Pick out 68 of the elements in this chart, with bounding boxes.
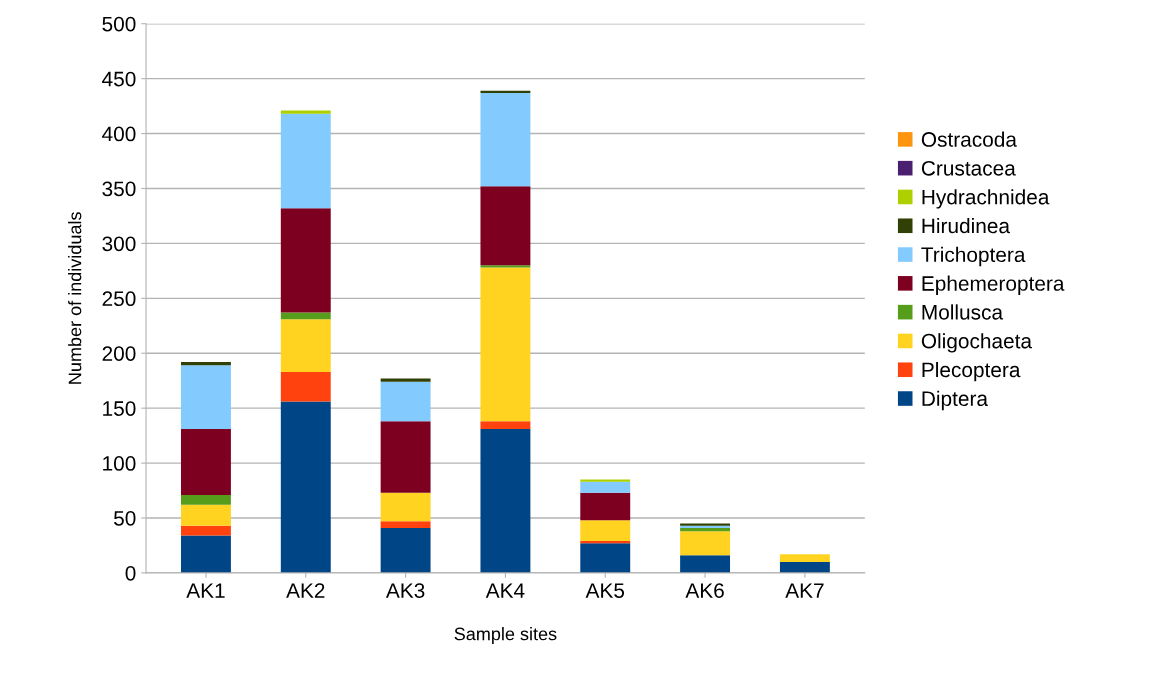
bar	[480, 265, 531, 268]
bar	[380, 381, 431, 422]
bar	[180, 365, 231, 430]
legend-label: Hydrachnidea	[922, 189, 1050, 209]
bar	[580, 481, 631, 493]
bar	[380, 378, 431, 382]
y-tick-label: 200	[102, 346, 136, 361]
bar	[280, 110, 331, 114]
y-tick-label: 250	[102, 291, 136, 307]
bar	[280, 113, 331, 209]
x-tick-label: AK4	[485, 583, 525, 598]
bar	[180, 494, 231, 505]
bar	[180, 429, 231, 495]
y-tick-label: 50	[113, 510, 136, 526]
bar	[580, 492, 631, 521]
bar	[180, 504, 231, 526]
bar	[480, 421, 531, 430]
legend-label: Plecoptera	[922, 361, 1021, 382]
bar	[580, 479, 631, 482]
bar	[280, 208, 331, 313]
y-tick-label: 100	[103, 456, 136, 471]
legend-label: Diptera	[922, 390, 988, 411]
x-tick-label: AK7	[785, 583, 824, 598]
x-tick-label: AK1	[186, 583, 225, 598]
bar	[580, 543, 631, 573]
bar	[680, 531, 731, 556]
legend-label: Ostracoda	[921, 131, 1017, 147]
y-tick-label: 500	[102, 16, 136, 32]
legend-label: Trichoptera	[921, 246, 1026, 267]
bar	[580, 541, 631, 544]
y-tick-label: 0	[125, 565, 136, 581]
bar	[380, 527, 431, 573]
y-tick-label: 150	[103, 401, 136, 416]
bar	[480, 92, 531, 187]
y-tick-label: 400	[102, 126, 136, 142]
bar	[480, 429, 531, 573]
x-tick-label: AK3	[385, 583, 425, 598]
bar	[779, 561, 830, 573]
y-tick-label: 350	[102, 181, 136, 197]
legend-label: Crustacea	[921, 160, 1016, 176]
legend-label: Oligochaeta	[921, 333, 1033, 353]
bar	[680, 555, 731, 573]
bar	[280, 401, 331, 573]
x-tick-label: AK6	[685, 583, 724, 598]
bar	[680, 527, 731, 532]
bar	[580, 520, 631, 542]
y-axis-title: Number of individuals	[68, 212, 82, 384]
legend-label: Mollusca	[922, 304, 1004, 320]
x-axis-title: Sample sites	[454, 627, 557, 644]
bar	[180, 525, 231, 536]
bar	[180, 362, 231, 366]
bar	[779, 554, 830, 562]
bar	[480, 267, 531, 422]
bar	[180, 535, 231, 573]
y-tick-label: 300	[102, 236, 136, 252]
y-tick-label: 450	[102, 71, 136, 87]
bar	[380, 421, 431, 493]
legend-label: Hirudinea	[922, 217, 1011, 234]
legend-label: Ephemeroptera	[922, 275, 1065, 295]
bar	[380, 521, 431, 528]
bar	[380, 492, 431, 522]
bar	[480, 186, 531, 266]
bar	[280, 312, 331, 320]
x-tick-label: AK5	[585, 583, 625, 598]
x-tick-label: AK2	[286, 583, 325, 598]
bar	[480, 90, 531, 93]
bar	[280, 371, 331, 402]
bar	[280, 319, 331, 372]
